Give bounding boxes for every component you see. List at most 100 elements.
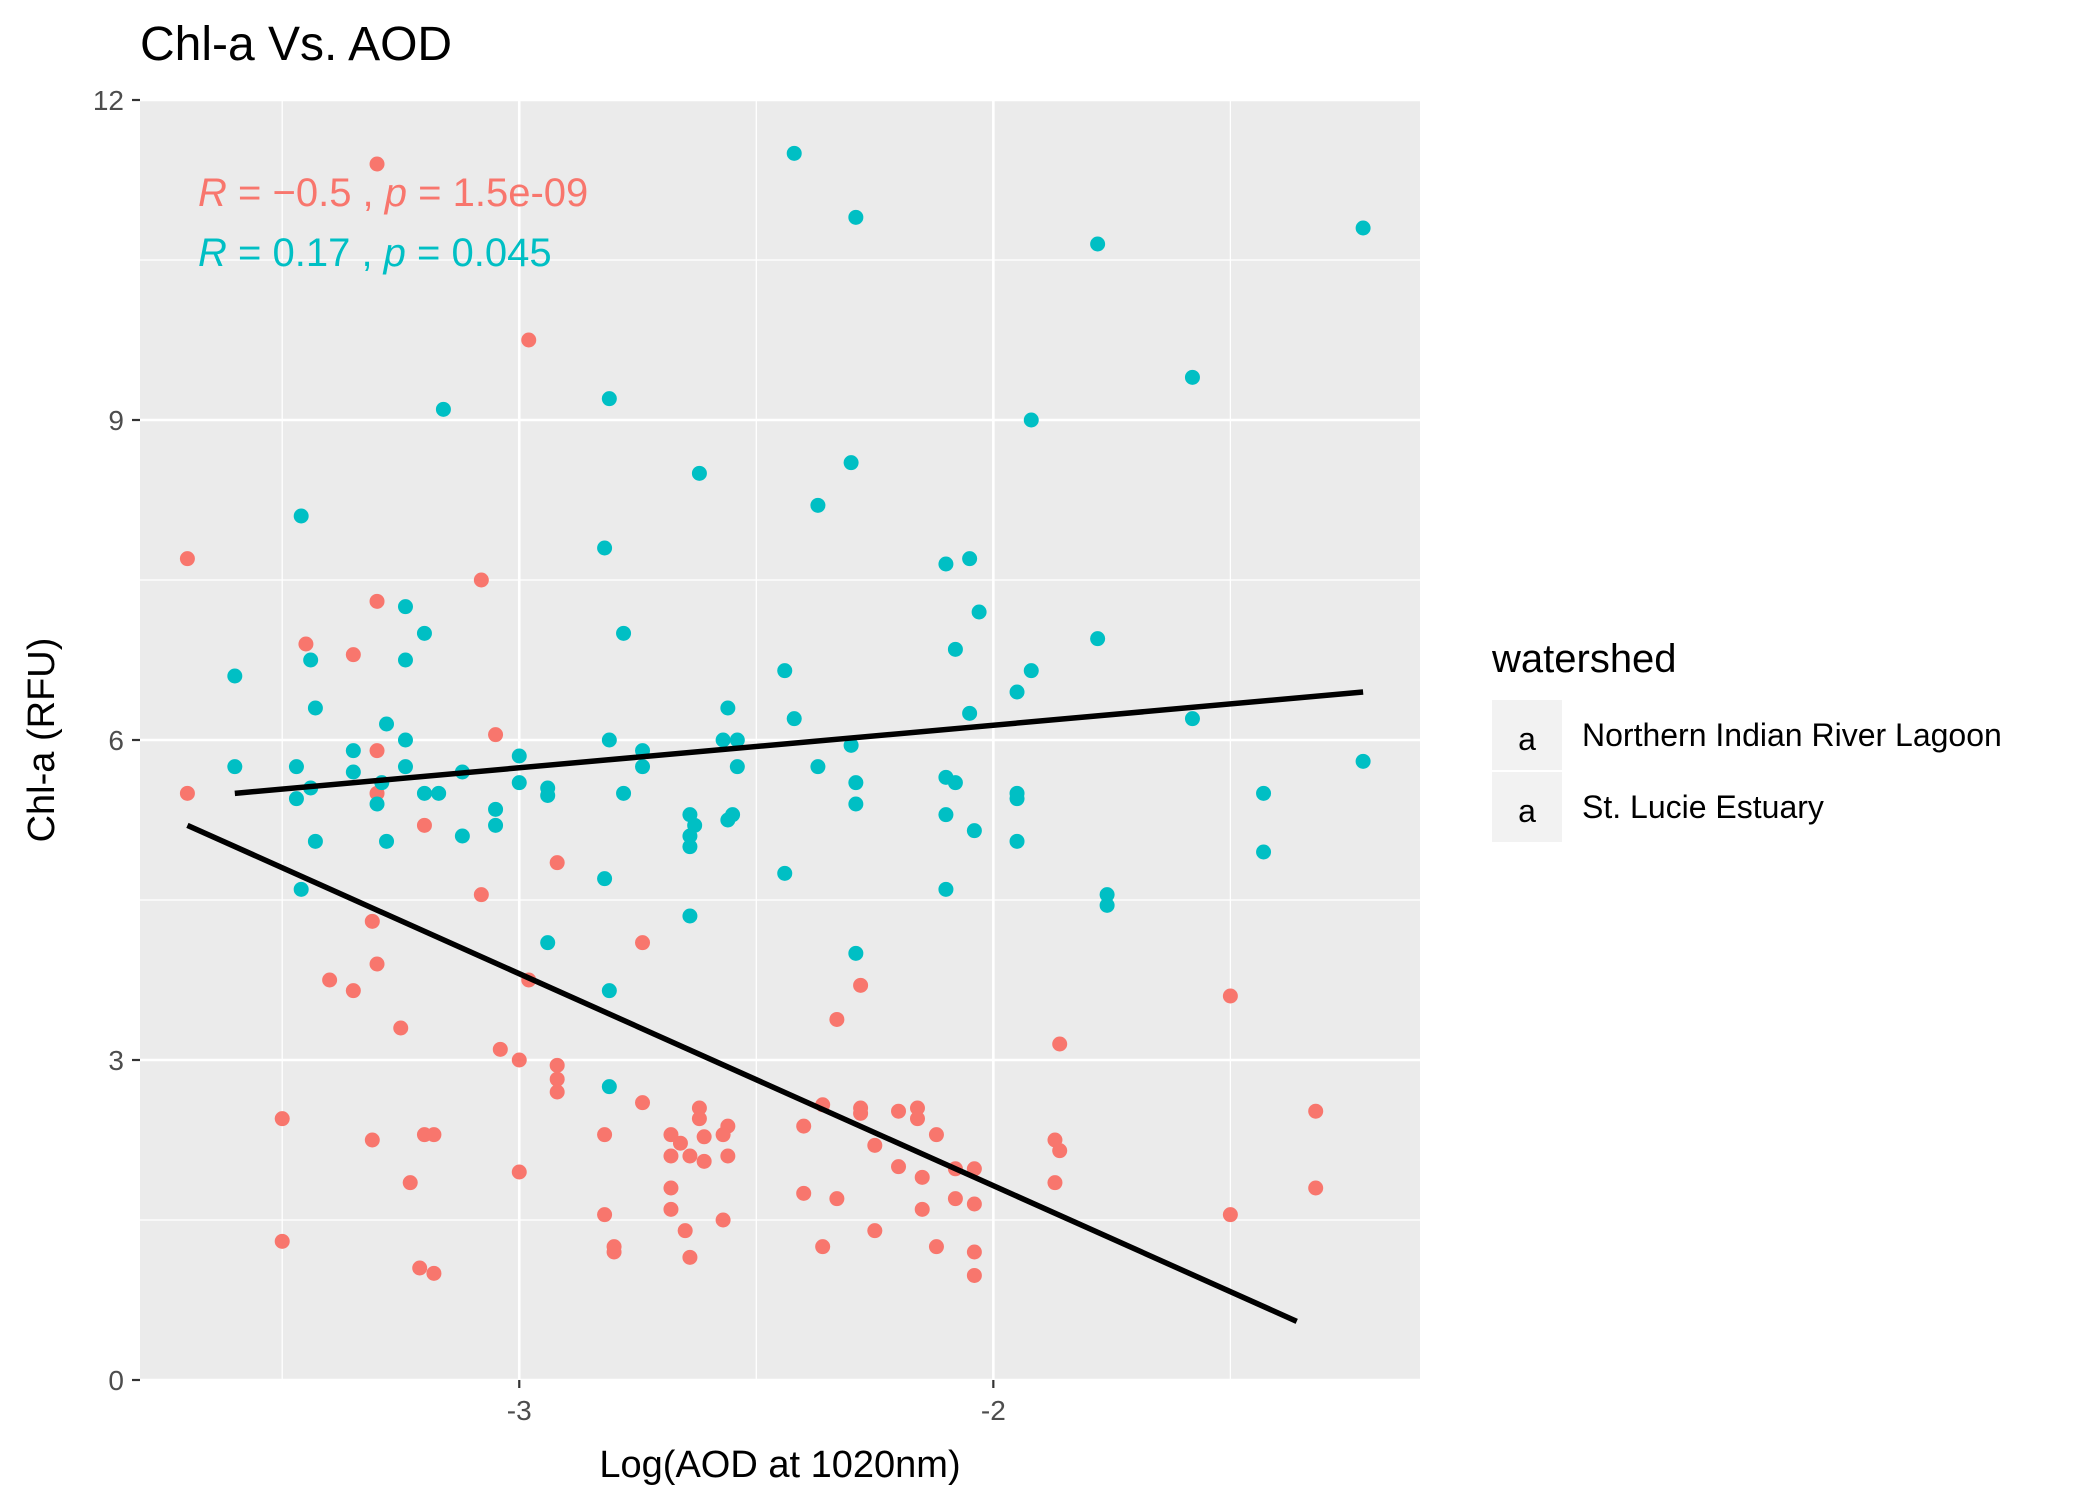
data-point-northern-indian-river-lagoon [914, 1201, 930, 1217]
data-point-northern-indian-river-lagoon [369, 156, 385, 172]
data-point-st-lucie-estuary [307, 700, 323, 716]
y-tick-label: 12 [93, 85, 124, 116]
data-point-northern-indian-river-lagoon [492, 1041, 508, 1057]
data-point-st-lucie-estuary [540, 787, 556, 803]
data-point-northern-indian-river-lagoon [521, 332, 537, 348]
data-point-northern-indian-river-lagoon [853, 977, 869, 993]
data-point-northern-indian-river-lagoon [179, 551, 195, 567]
data-point-northern-indian-river-lagoon [691, 1111, 707, 1127]
chart-title: Chl-a Vs. AOD [140, 18, 452, 71]
data-point-st-lucie-estuary [1256, 844, 1272, 860]
legend-title: watershed [1491, 637, 1677, 681]
data-point-northern-indian-river-lagoon [672, 1135, 688, 1151]
data-point-st-lucie-estuary [1355, 753, 1371, 769]
stat-annotation: R = 0.17 , p = 0.045 [198, 231, 552, 275]
legend: watershed a Northern Indian River Lagoon a… [1491, 637, 2002, 842]
legend-glyph: a [1518, 793, 1536, 829]
data-point-st-lucie-estuary [1090, 236, 1106, 252]
data-point-st-lucie-estuary [288, 759, 304, 775]
data-point-st-lucie-estuary [843, 455, 859, 471]
data-point-st-lucie-estuary [345, 764, 361, 780]
data-point-northern-indian-river-lagoon [677, 1223, 693, 1239]
legend-glyph: a [1518, 721, 1536, 757]
data-point-st-lucie-estuary [227, 668, 243, 684]
data-point-st-lucie-estuary [966, 823, 982, 839]
data-point-st-lucie-estuary [848, 796, 864, 812]
data-point-st-lucie-estuary [729, 759, 745, 775]
data-point-northern-indian-river-lagoon [796, 1185, 812, 1201]
data-point-st-lucie-estuary [777, 663, 793, 679]
data-point-northern-indian-river-lagoon [1222, 1207, 1238, 1223]
data-point-northern-indian-river-lagoon [369, 743, 385, 759]
data-point-st-lucie-estuary [1090, 631, 1106, 647]
data-point-northern-indian-river-lagoon [966, 1244, 982, 1260]
data-point-st-lucie-estuary [1009, 833, 1025, 849]
y-tick-label: 9 [108, 405, 124, 436]
data-point-northern-indian-river-lagoon [369, 956, 385, 972]
data-point-st-lucie-estuary [379, 833, 395, 849]
data-point-northern-indian-river-lagoon [1052, 1036, 1068, 1052]
data-point-northern-indian-river-lagoon [691, 1100, 707, 1116]
data-point-northern-indian-river-lagoon [829, 1191, 845, 1207]
y-tick-label: 6 [108, 725, 124, 756]
data-point-st-lucie-estuary [431, 785, 447, 801]
data-point-northern-indian-river-lagoon [720, 1148, 736, 1164]
data-point-st-lucie-estuary [601, 732, 617, 748]
data-point-st-lucie-estuary [810, 497, 826, 513]
data-point-st-lucie-estuary [786, 711, 802, 727]
data-point-st-lucie-estuary [416, 625, 432, 641]
data-point-northern-indian-river-lagoon [606, 1244, 622, 1260]
data-point-st-lucie-estuary [511, 748, 527, 764]
data-point-st-lucie-estuary [488, 801, 504, 817]
data-point-st-lucie-estuary [938, 881, 954, 897]
data-point-northern-indian-river-lagoon [867, 1223, 883, 1239]
data-point-st-lucie-estuary [303, 652, 319, 668]
data-point-st-lucie-estuary [715, 732, 731, 748]
data-point-northern-indian-river-lagoon [549, 1057, 565, 1073]
data-point-st-lucie-estuary [597, 871, 613, 887]
data-point-st-lucie-estuary [848, 945, 864, 961]
data-point-st-lucie-estuary [947, 641, 963, 657]
data-point-northern-indian-river-lagoon [1047, 1175, 1063, 1191]
data-point-northern-indian-river-lagoon [345, 647, 361, 663]
data-point-northern-indian-river-lagoon [511, 1052, 527, 1068]
data-point-northern-indian-river-lagoon [1308, 1103, 1324, 1119]
data-point-st-lucie-estuary [601, 1079, 617, 1095]
data-point-st-lucie-estuary [635, 759, 651, 775]
data-point-st-lucie-estuary [691, 465, 707, 481]
data-point-northern-indian-river-lagoon [867, 1137, 883, 1153]
x-tick-label: -3 [507, 1395, 532, 1426]
data-point-st-lucie-estuary [345, 743, 361, 759]
data-point-st-lucie-estuary [397, 652, 413, 668]
data-point-northern-indian-river-lagoon [274, 1111, 290, 1127]
data-point-st-lucie-estuary [616, 625, 632, 641]
data-point-northern-indian-river-lagoon [412, 1260, 428, 1276]
data-point-northern-indian-river-lagoon [298, 636, 314, 652]
data-point-northern-indian-river-lagoon [549, 855, 565, 871]
data-point-northern-indian-river-lagoon [364, 1132, 380, 1148]
data-point-st-lucie-estuary [307, 833, 323, 849]
data-point-st-lucie-estuary [416, 785, 432, 801]
data-point-st-lucie-estuary [288, 791, 304, 807]
data-point-northern-indian-river-lagoon [597, 1127, 613, 1143]
data-point-st-lucie-estuary [786, 145, 802, 161]
data-point-northern-indian-river-lagoon [829, 1011, 845, 1027]
data-point-northern-indian-river-lagoon [511, 1164, 527, 1180]
data-point-northern-indian-river-lagoon [928, 1239, 944, 1255]
data-point-st-lucie-estuary [1009, 791, 1025, 807]
legend-label-st-lucie-estuary: St. Lucie Estuary [1582, 789, 1824, 825]
data-point-northern-indian-river-lagoon [815, 1239, 831, 1255]
data-point-northern-indian-river-lagoon [796, 1118, 812, 1134]
data-point-st-lucie-estuary [1099, 897, 1115, 913]
x-axis-title: Log(AOD at 1020nm) [599, 1444, 960, 1486]
data-point-st-lucie-estuary [848, 209, 864, 225]
data-point-northern-indian-river-lagoon [426, 1265, 442, 1281]
data-point-st-lucie-estuary [1023, 412, 1039, 428]
data-point-st-lucie-estuary [1184, 711, 1200, 727]
stat-annotations: R = −0.5 , p = 1.5e-09 R = 0.17 , p = 0.0… [198, 171, 588, 275]
data-point-northern-indian-river-lagoon [696, 1129, 712, 1145]
axes: -3 -2 0 3 6 9 12 [93, 85, 1006, 1426]
data-point-st-lucie-estuary [962, 551, 978, 567]
data-point-st-lucie-estuary [488, 817, 504, 833]
data-point-st-lucie-estuary [777, 865, 793, 881]
